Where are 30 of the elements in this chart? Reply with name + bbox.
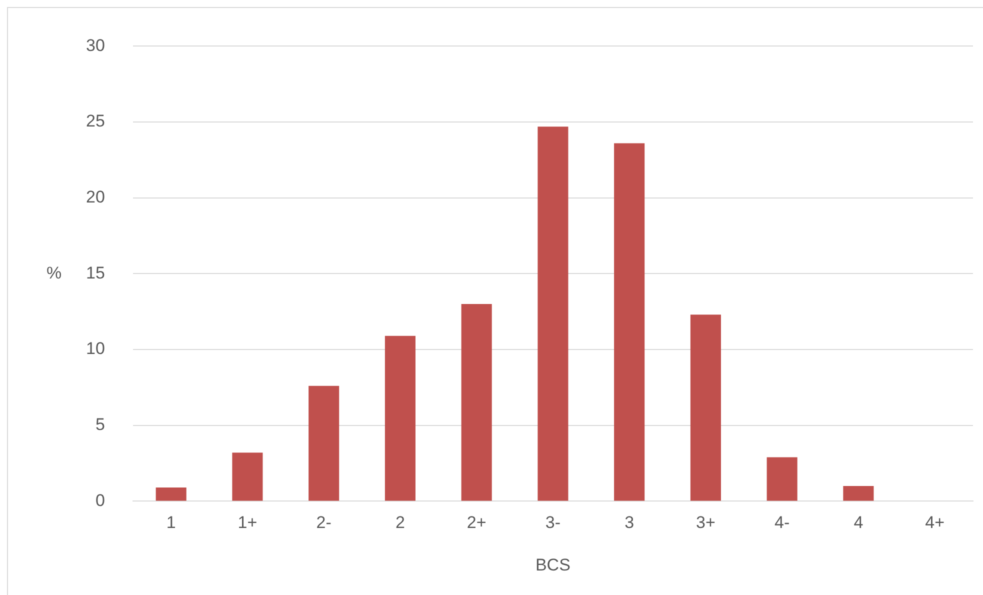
y-tick-label: 5 xyxy=(95,415,105,434)
y-axis-title: % xyxy=(46,263,62,282)
x-tick-label: 2+ xyxy=(466,513,486,532)
y-tick-label: 20 xyxy=(86,188,105,207)
bar xyxy=(614,143,645,501)
bar xyxy=(538,126,568,501)
y-tick-label: 15 xyxy=(86,263,105,282)
y-tick-label: 30 xyxy=(86,36,105,55)
x-tick-label: 1+ xyxy=(238,513,258,532)
x-tick-label: 3+ xyxy=(696,513,716,532)
bar xyxy=(843,486,874,501)
bar xyxy=(461,304,492,501)
bar xyxy=(156,488,186,501)
x-tick-label: 2- xyxy=(316,513,332,532)
x-tick-label: 1 xyxy=(166,513,176,532)
x-tick-label: 2 xyxy=(395,513,405,532)
bar xyxy=(308,386,340,501)
x-tick-label: 4- xyxy=(774,513,790,532)
x-tick-label: 3- xyxy=(545,513,561,532)
bar xyxy=(766,457,798,501)
x-tick-label: 4+ xyxy=(925,513,945,532)
x-tick-label: 4 xyxy=(854,513,864,532)
y-tick-label: 25 xyxy=(86,112,105,131)
bar xyxy=(232,452,263,501)
x-tick-label: 3 xyxy=(624,513,634,532)
y-tick-label: 10 xyxy=(86,339,105,358)
bar xyxy=(384,336,416,501)
x-axis-title: BCS xyxy=(535,555,570,574)
y-tick-label: 0 xyxy=(95,490,105,510)
bar xyxy=(690,314,721,501)
